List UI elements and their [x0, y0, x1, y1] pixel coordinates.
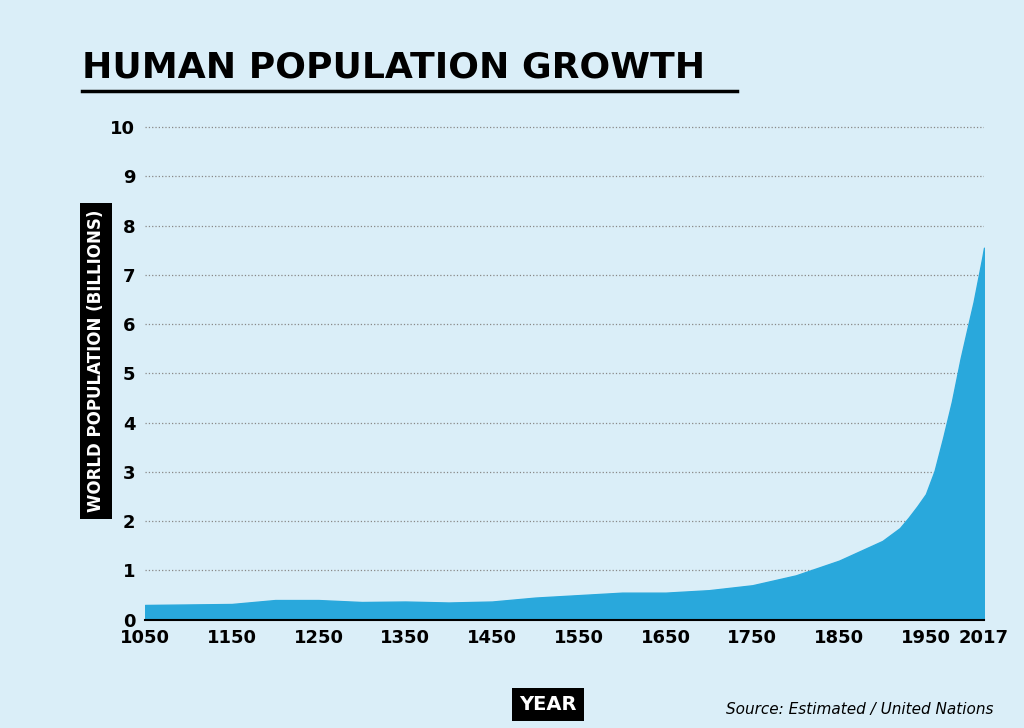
Text: HUMAN POPULATION GROWTH: HUMAN POPULATION GROWTH [82, 51, 706, 85]
Y-axis label: WORLD POPULATION (BILLIONS): WORLD POPULATION (BILLIONS) [87, 210, 104, 513]
Text: YEAR: YEAR [519, 695, 577, 714]
Text: Source: Estimated / United Nations: Source: Estimated / United Nations [726, 702, 993, 717]
